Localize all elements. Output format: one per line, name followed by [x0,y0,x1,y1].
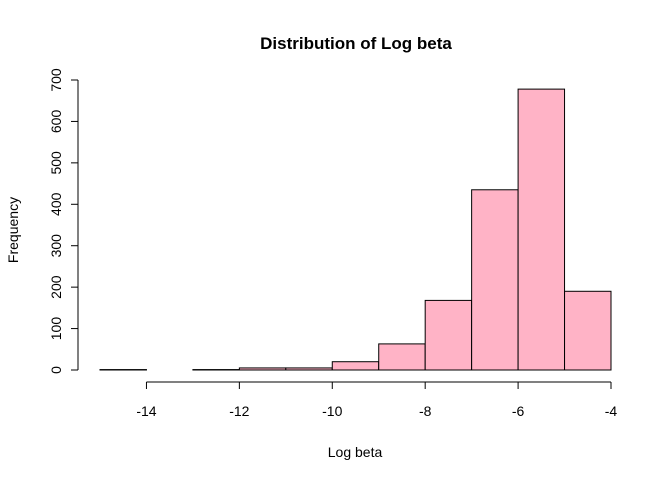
x-tick-label: -6 [512,403,525,419]
x-tick-label: -12 [229,403,249,419]
y-tick-label: 500 [48,151,64,175]
y-tick-label: 600 [48,110,64,134]
y-tick-label: 300 [48,234,64,258]
histogram-bar [564,290,612,371]
y-tick-label: 400 [48,192,64,216]
histogram-bar [238,367,287,371]
histogram-bar [378,343,426,371]
y-tick-label: 100 [48,317,64,341]
x-tick-label: -14 [136,403,156,419]
x-axis: -14 -12 -10 -8 -6 -4 [136,381,618,419]
y-tick-label: 700 [48,68,64,92]
chart-title: Distribution of Log beta [260,34,452,53]
histogram-bar [517,88,566,371]
x-axis-label: Log beta [328,444,383,460]
y-axis-label: Frequency [5,197,21,263]
histogram-bar [285,367,333,371]
y-tick-label: 200 [48,275,64,299]
bars-group [99,88,612,371]
y-tick-label: 0 [48,366,64,374]
x-tick-label: -8 [419,403,432,419]
x-tick-label: -4 [605,403,618,419]
histogram-bar [424,299,473,371]
x-tick-label: -10 [322,403,342,419]
histogram-bar [471,189,519,371]
histogram-bar [331,361,380,371]
y-axis: 0 100 200 300 400 500 600 700 [48,68,79,374]
